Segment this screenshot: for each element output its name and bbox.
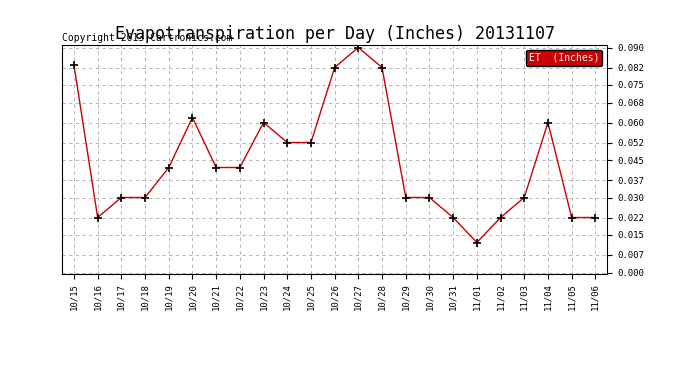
Title: Evapotranspiration per Day (Inches) 20131107: Evapotranspiration per Day (Inches) 2013… <box>115 26 555 44</box>
Legend: ET  (Inches): ET (Inches) <box>526 50 602 66</box>
Text: Copyright 2013 Cartronics.com: Copyright 2013 Cartronics.com <box>62 33 233 43</box>
